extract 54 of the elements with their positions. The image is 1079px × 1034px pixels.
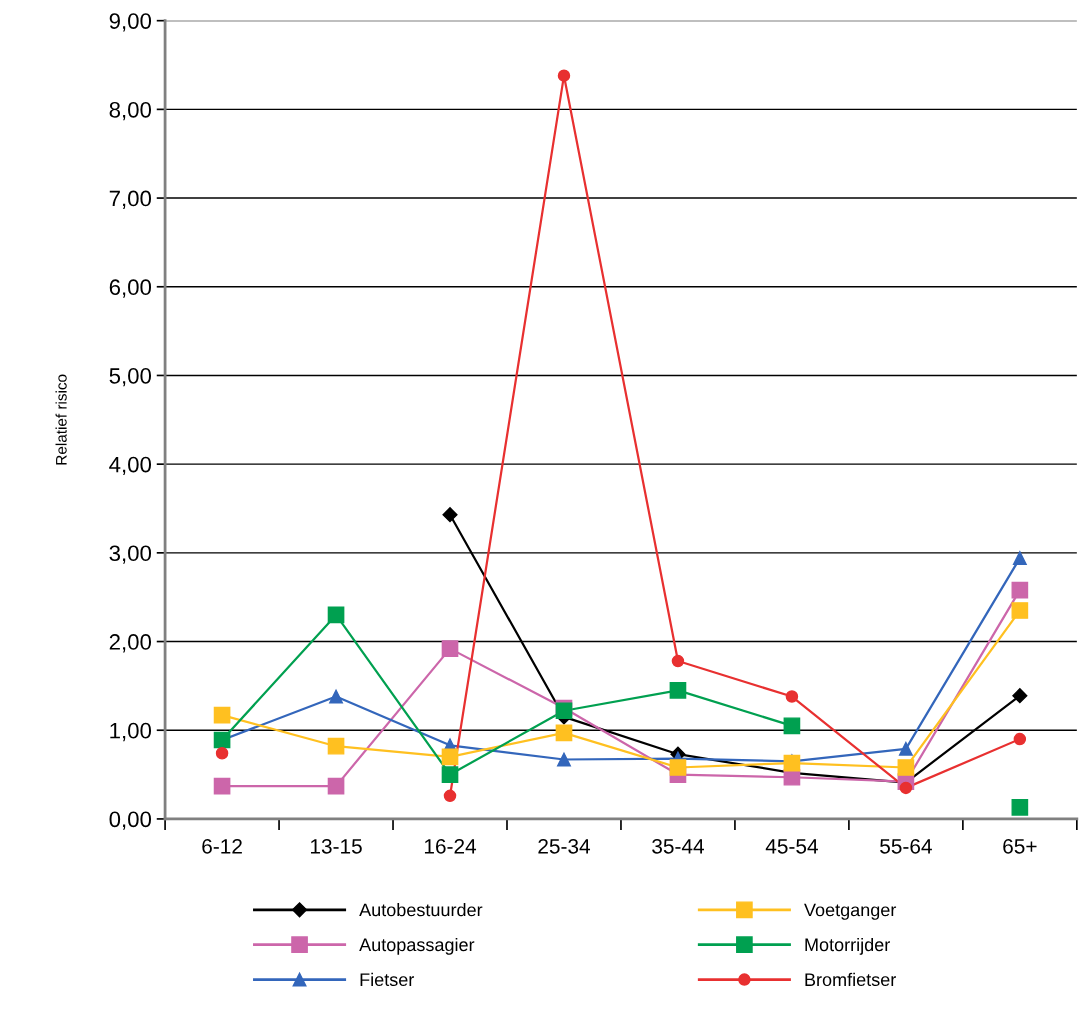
point — [441, 766, 459, 783]
point — [442, 507, 458, 523]
y-tick-label: 3,00 — [109, 545, 152, 564]
x-tick-label: 25-34 — [538, 838, 591, 854]
point — [1011, 581, 1029, 599]
legend-label: Voetganger — [804, 903, 897, 920]
x-tick-label: 16-24 — [424, 838, 477, 854]
legend-label: Fietser — [360, 972, 415, 987]
legend-label: Autopassagier — [359, 937, 475, 955]
x-tick-label: 55-64 — [880, 838, 932, 854]
point — [1013, 732, 1027, 746]
point — [899, 781, 913, 795]
point — [213, 706, 231, 724]
point — [783, 717, 801, 735]
point — [327, 606, 345, 624]
legend-label: Bromfietser — [805, 972, 896, 987]
y-tick-label: 4,00 — [109, 456, 152, 476]
point — [671, 654, 685, 668]
point — [441, 748, 459, 766]
point — [555, 724, 573, 742]
y-tick-label: 6,00 — [109, 279, 152, 298]
point — [215, 747, 229, 760]
y-tick-label: 5,00 — [109, 367, 152, 387]
point — [897, 759, 915, 776]
point — [898, 741, 913, 756]
point — [557, 69, 571, 82]
point — [441, 640, 459, 657]
y-tick-label: 8,00 — [109, 101, 152, 121]
x-tick-label: 35-44 — [652, 838, 704, 854]
x-tick-label: 13-15 — [310, 838, 362, 854]
point — [669, 759, 687, 776]
y-tick-label: 0,00 — [109, 811, 152, 830]
y-axis-title: Relatief risico — [55, 374, 67, 465]
legend-label: Autobestuurder — [359, 903, 483, 917]
point — [443, 789, 457, 803]
point — [557, 752, 571, 767]
y-tick-label: 2,00 — [109, 634, 152, 653]
y-tick-label: 9,00 — [109, 13, 152, 32]
point — [1011, 799, 1029, 816]
point — [327, 737, 345, 755]
x-tick-label: 6-12 — [202, 838, 242, 854]
y-tick-label: 7,00 — [109, 190, 152, 209]
point — [669, 681, 687, 699]
point — [785, 690, 799, 703]
y-tick-label: 1,00 — [110, 722, 152, 742]
point — [1012, 688, 1028, 704]
point — [213, 777, 231, 795]
x-tick-label: 45-54 — [765, 839, 818, 854]
legend-label: Motorrijder — [805, 937, 890, 955]
point — [329, 689, 343, 704]
x-tick-label: 65+ — [1003, 838, 1037, 854]
point — [1012, 551, 1027, 566]
point — [327, 777, 345, 795]
point — [1011, 602, 1029, 619]
